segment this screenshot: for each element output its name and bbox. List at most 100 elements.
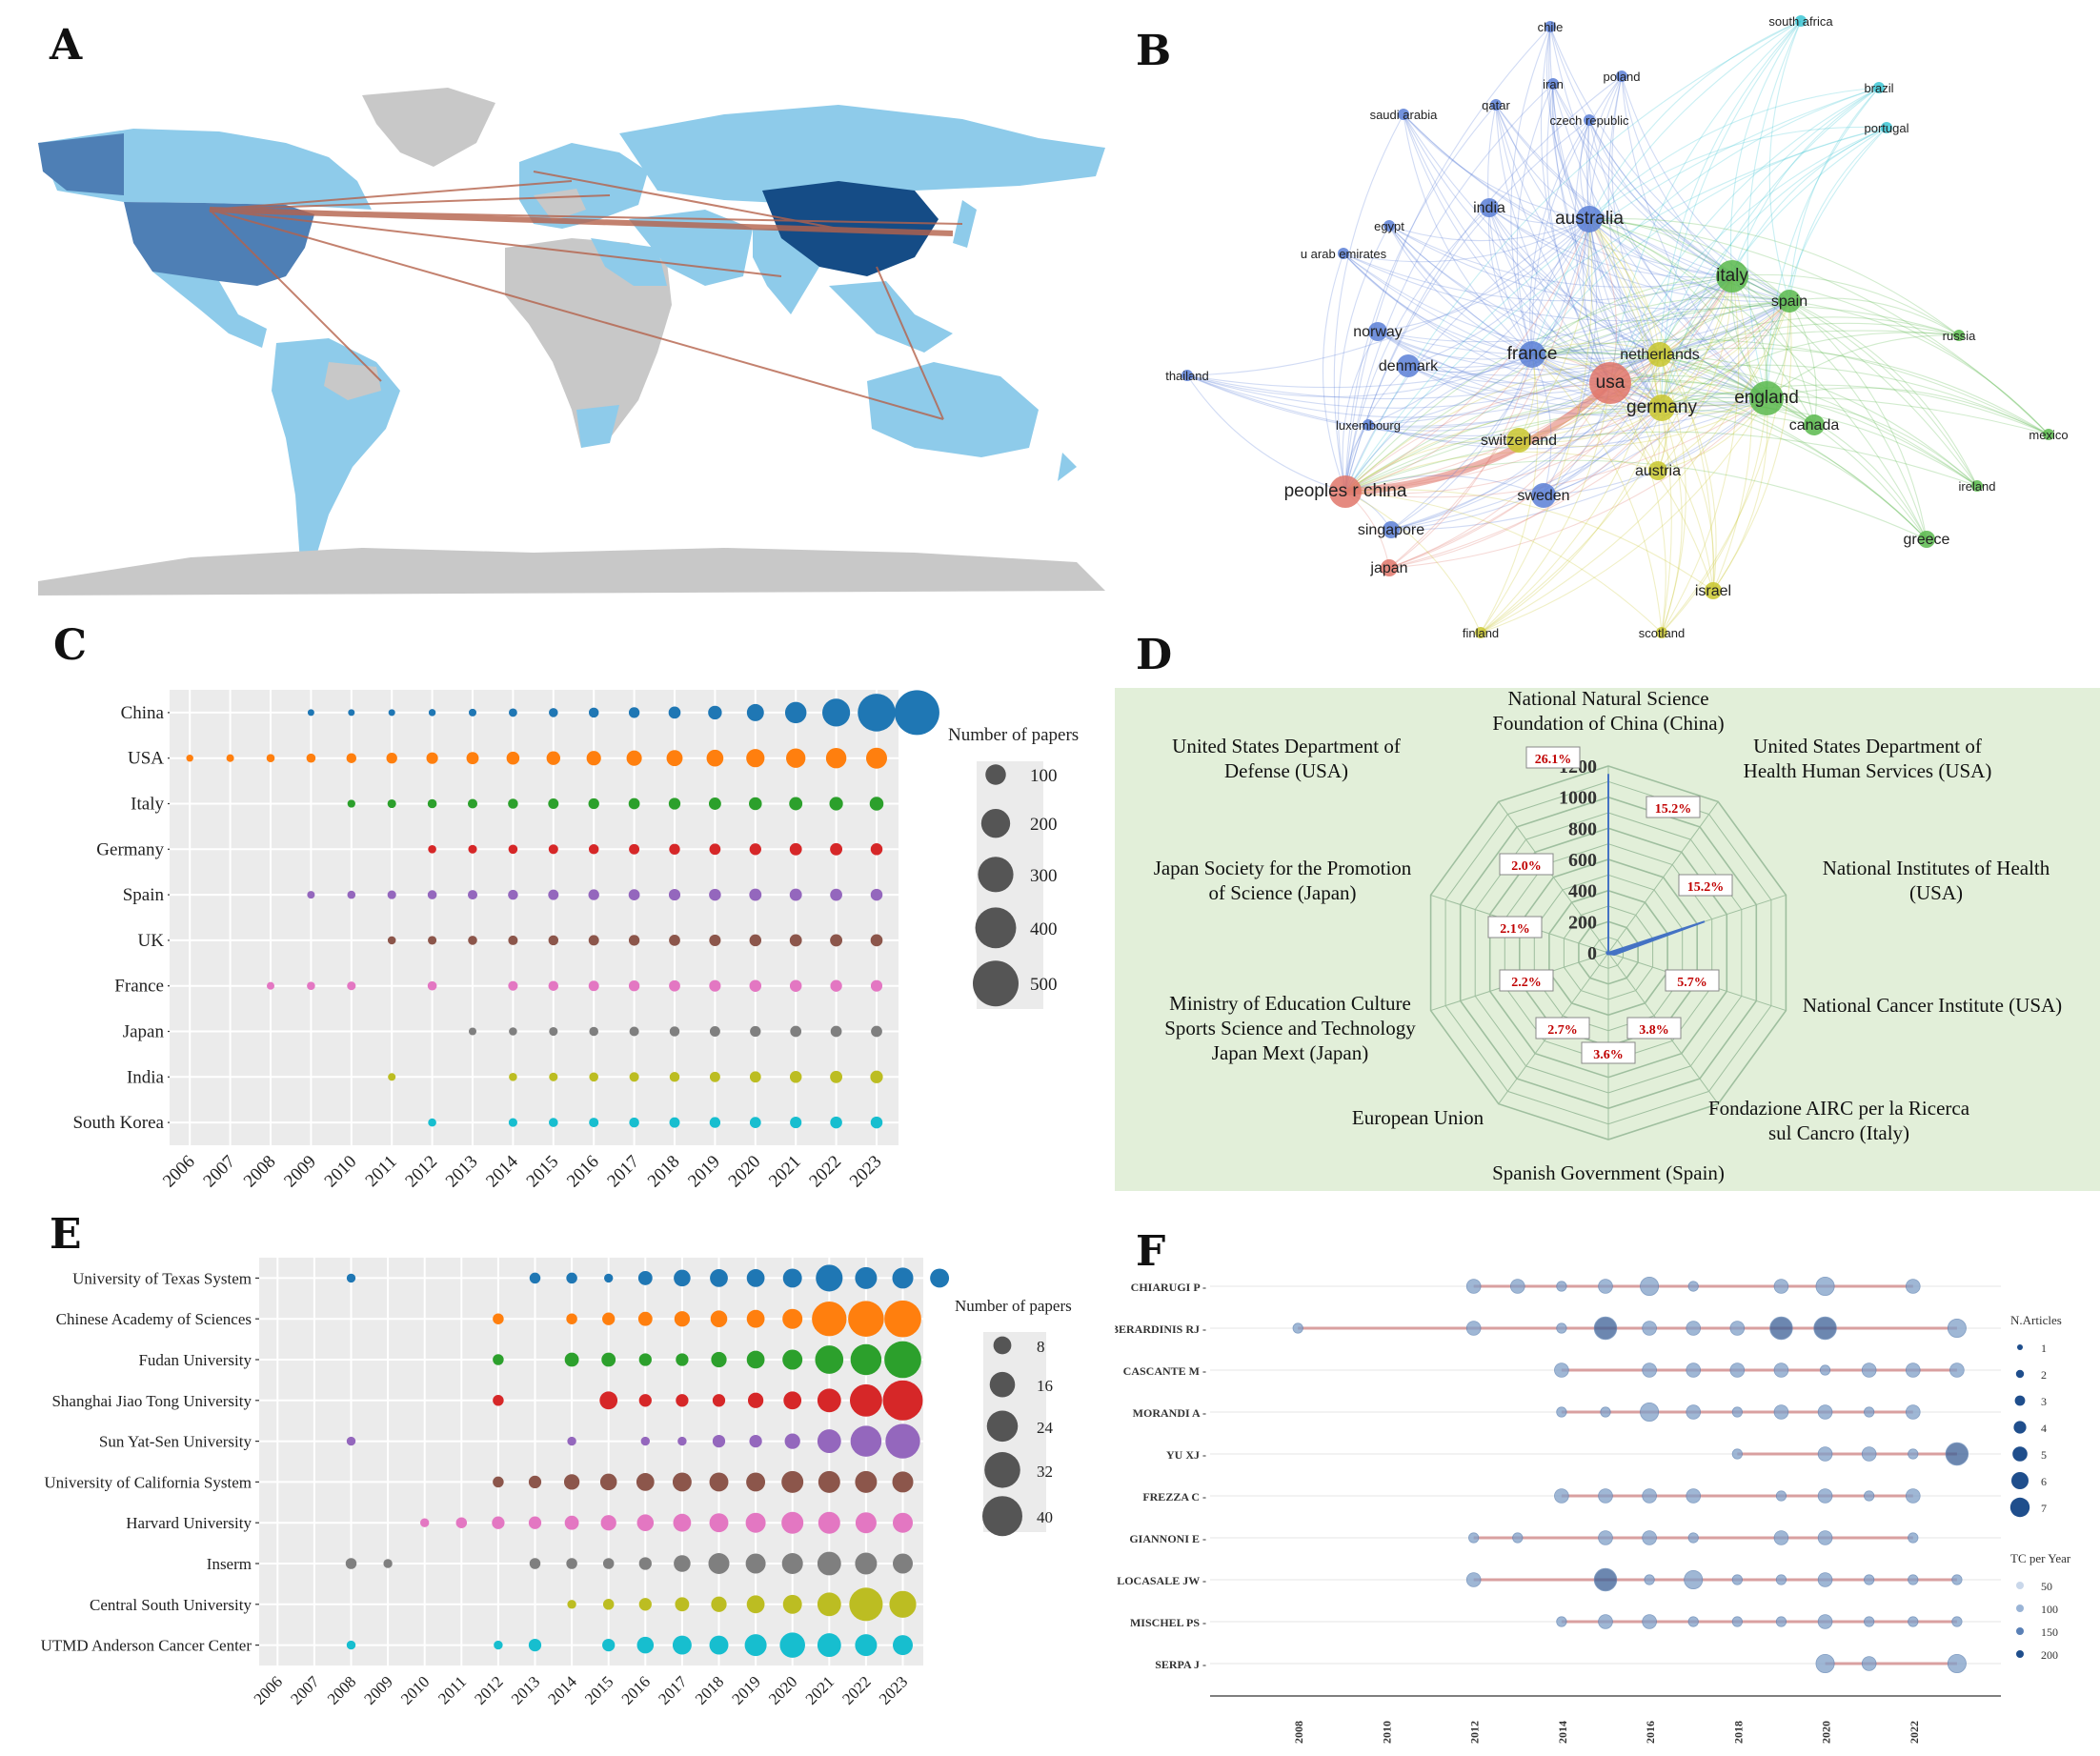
data-point xyxy=(566,1558,577,1569)
network-edge xyxy=(1186,374,1663,436)
data-point xyxy=(781,1511,804,1534)
network-edge xyxy=(1661,400,1815,426)
network-edge xyxy=(1367,353,1533,426)
network-node-label: egypt xyxy=(1374,219,1404,233)
author-point xyxy=(1292,1322,1303,1334)
data-point xyxy=(602,1558,615,1569)
network-edge xyxy=(1731,275,2050,435)
data-point xyxy=(782,1308,803,1329)
network-edge xyxy=(1488,207,1733,278)
data-point xyxy=(747,1392,764,1408)
author-point xyxy=(1556,1616,1567,1627)
map-usa xyxy=(124,202,314,286)
data-point xyxy=(855,1266,878,1289)
data-point xyxy=(850,1343,882,1376)
data-point xyxy=(346,753,357,763)
data-point xyxy=(784,701,807,724)
network-edge xyxy=(1344,407,1663,495)
data-point xyxy=(467,798,478,809)
network-node xyxy=(1918,531,1935,548)
x-tick-label: 2014 xyxy=(1556,1721,1569,1744)
author-point xyxy=(1465,1279,1482,1294)
author-point xyxy=(1861,1362,1877,1378)
series-UK xyxy=(387,934,883,947)
legend-articles-point xyxy=(2014,1395,2026,1406)
network-edge xyxy=(1661,384,2050,435)
author-point xyxy=(1817,1446,1833,1462)
x-tick-label: 2011 xyxy=(362,1152,401,1191)
network-node-label: switzerland xyxy=(1481,433,1557,449)
network-node-label: netherlands xyxy=(1620,347,1700,363)
network-node xyxy=(1953,330,1965,341)
author-label: GIANNONI E - xyxy=(1129,1532,1206,1545)
network-edge xyxy=(1343,252,1661,355)
legend-bubble xyxy=(978,857,1014,893)
network-edge xyxy=(1407,365,1663,415)
legend-tc-point xyxy=(2016,1582,2024,1589)
data-point xyxy=(628,935,640,946)
percent-badge xyxy=(1581,1041,1636,1064)
network-edge xyxy=(1344,353,1661,493)
data-point xyxy=(817,1429,841,1454)
author-point xyxy=(1642,1530,1657,1545)
network-edge xyxy=(1531,218,1590,355)
network-edge xyxy=(1551,83,1590,220)
network-edge xyxy=(1403,113,1533,355)
network-edge xyxy=(1731,275,1815,426)
author-point xyxy=(1598,1614,1613,1629)
data-point xyxy=(548,844,558,855)
network-edge xyxy=(1343,252,1611,384)
panel-label-c: C xyxy=(53,621,88,670)
percent-label: 2.7% xyxy=(1547,1023,1578,1038)
data-point xyxy=(548,798,559,809)
author-point xyxy=(1817,1614,1833,1629)
data-point xyxy=(893,1553,913,1574)
network-edge xyxy=(1659,300,1790,355)
data-point xyxy=(669,843,680,855)
y-tick-label: Harvard University xyxy=(126,1514,252,1532)
map-greenland xyxy=(362,88,495,167)
author-point xyxy=(1731,1406,1743,1418)
data-point xyxy=(602,1638,616,1652)
radar-category-label: Foundation of China (China) xyxy=(1492,712,1724,735)
data-point xyxy=(493,1354,504,1365)
network-node xyxy=(1545,21,1556,32)
data-point xyxy=(266,754,275,762)
network-edge xyxy=(1588,218,1733,277)
data-point xyxy=(428,709,436,717)
network-edge xyxy=(1549,26,1767,399)
author-point xyxy=(1593,1567,1618,1592)
legend-title: Number of papers xyxy=(948,725,1079,745)
map-africa-blue xyxy=(591,238,667,286)
percent-badge xyxy=(1665,969,1720,992)
legend-bubble xyxy=(973,960,1019,1007)
network-node xyxy=(1584,114,1595,126)
author-point xyxy=(1600,1406,1611,1418)
network-edge xyxy=(1186,300,1790,400)
network-edge xyxy=(1531,353,1552,496)
legend-articles-label: 1 xyxy=(2041,1342,2047,1355)
map-antarctica xyxy=(38,548,1105,595)
network-edge xyxy=(1552,83,1767,399)
data-point xyxy=(789,888,802,901)
author-point xyxy=(1731,1616,1743,1627)
legend-tc-point xyxy=(2016,1605,2024,1612)
data-point xyxy=(629,1026,639,1037)
y-tick-label: Central South University xyxy=(90,1596,252,1614)
link-usa-europe xyxy=(209,180,573,211)
x-tick-label: 2022 xyxy=(805,1152,845,1192)
network-node xyxy=(1749,381,1784,415)
network-edge xyxy=(1661,407,1928,540)
data-point xyxy=(637,1311,653,1326)
author-point xyxy=(1864,1616,1875,1627)
author-point xyxy=(1642,1362,1657,1378)
network-edge xyxy=(1488,207,1767,399)
y-tick-label: UTMD Anderson Cancer Center xyxy=(41,1637,252,1655)
collaboration-links xyxy=(209,171,963,420)
radar-category-label: (USA) xyxy=(1909,881,1963,904)
data-point xyxy=(709,934,721,946)
radar-tick-label: 1000 xyxy=(1559,788,1597,809)
network-node xyxy=(1368,322,1387,341)
x-tick-label: 2008 xyxy=(324,1672,359,1707)
network-node xyxy=(1881,122,1892,133)
